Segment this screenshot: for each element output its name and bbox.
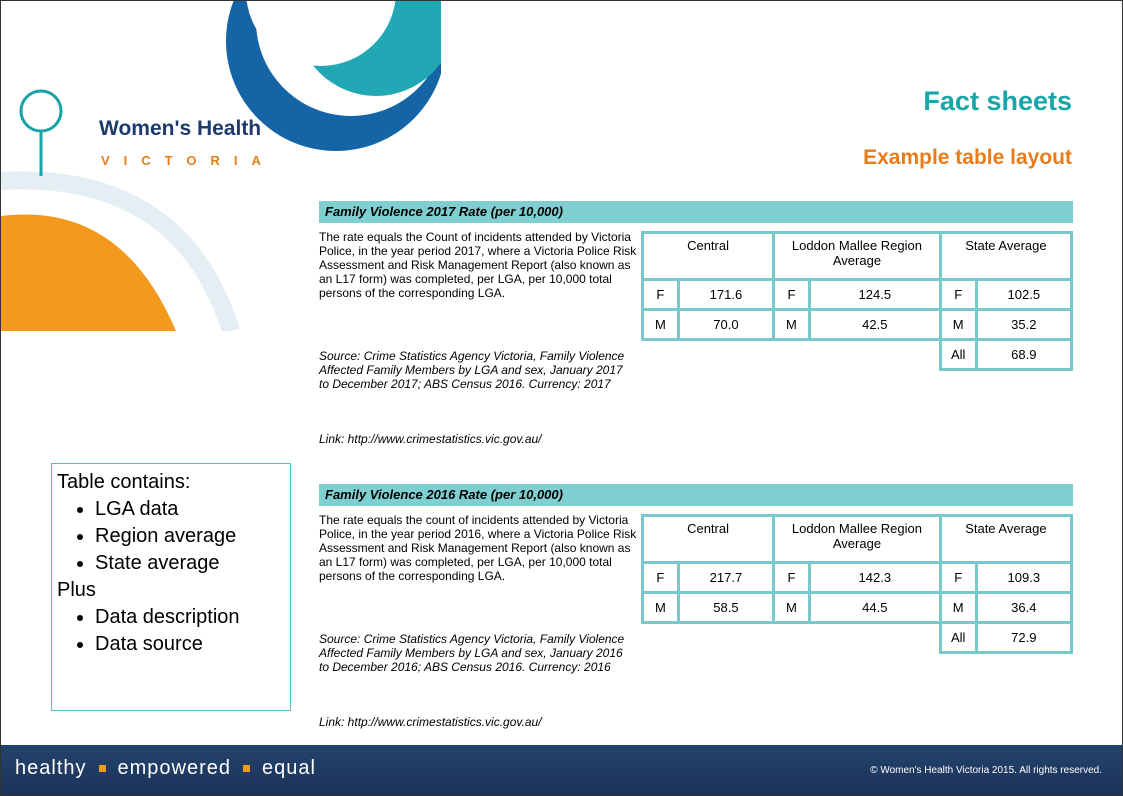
tagline-word: empowered <box>117 757 232 779</box>
cell: 171.6 <box>676 278 776 311</box>
section-heading: Family Violence 2017 Rate (per 10,000) <box>319 201 1073 223</box>
empty <box>643 340 941 370</box>
cell: 58.5 <box>676 591 776 624</box>
source: Source: Crime Statistics Agency Victoria… <box>319 632 625 674</box>
row: F 171.6 F 124.5 F 102.5 <box>641 278 1074 311</box>
cell: 70.0 <box>676 308 776 341</box>
list-item: State average <box>95 550 285 577</box>
list: LGA dataRegion averageState average <box>57 496 285 577</box>
footer: healthy empowered equal © Women's Health V… <box>1 745 1122 795</box>
separator <box>98 765 106 773</box>
cell: 72.9 <box>974 621 1074 654</box>
header-cell: Central <box>640 514 776 564</box>
description: The rate equals the count of incidents a… <box>319 513 637 583</box>
sidebar-plus: Plus <box>57 579 96 601</box>
tagline: healthy empowered equal <box>15 757 316 780</box>
cell: F <box>772 278 811 311</box>
tagline-word: healthy <box>15 757 87 779</box>
page-subtitle: Example table layout <box>863 146 1072 169</box>
cell: M <box>641 308 680 341</box>
link: Link: http://www.crimestatistics.vic.gov… <box>319 715 542 729</box>
list-item: Data description <box>95 604 285 631</box>
header-cell: State Average <box>938 231 1074 281</box>
list: Data descriptionData source <box>57 604 285 658</box>
data-table: Central Loddon Mallee Region Average State… <box>640 514 1074 654</box>
separator <box>243 765 251 773</box>
data-table: Central Loddon Mallee Region Average State… <box>640 231 1074 371</box>
header-cell: Loddon Mallee Region Average <box>772 231 942 281</box>
cell: 109.3 <box>974 561 1074 594</box>
cell: 68.9 <box>974 338 1074 371</box>
cell: M <box>938 308 978 341</box>
cell: 35.2 <box>974 308 1074 341</box>
copyright: © Women's Health Victoria 2015. All righ… <box>870 765 1102 776</box>
cell: All <box>938 338 978 371</box>
list-item: Region average <box>95 523 285 550</box>
empty <box>643 623 941 653</box>
cell: F <box>772 561 811 594</box>
decoration <box>1 1 441 331</box>
cell: 124.5 <box>807 278 942 311</box>
cell: M <box>772 308 811 341</box>
all-row: All 68.9 <box>643 338 1074 371</box>
row: M 70.0 M 42.5 M 35.2 <box>641 308 1074 341</box>
cell: 44.5 <box>807 591 942 624</box>
cell: M <box>772 591 811 624</box>
cell: F <box>938 278 978 311</box>
logo-name: Women's Health <box>99 117 262 140</box>
page-title: Fact sheets <box>923 86 1072 116</box>
sidebar-heading: Table contains: <box>57 471 191 493</box>
all-row: All 72.9 <box>643 621 1074 654</box>
row: F 217.7 F 142.3 F 109.3 <box>641 561 1074 594</box>
cell: M <box>938 591 978 624</box>
cell: F <box>641 278 680 311</box>
row: M 58.5 M 44.5 M 36.4 <box>641 591 1074 624</box>
header-cell: State Average <box>938 514 1074 564</box>
logo-sub: VICTORIA <box>101 153 275 168</box>
cell: M <box>641 591 680 624</box>
header-cell: Loddon Mallee Region Average <box>772 514 942 564</box>
list-item: Data source <box>95 631 285 658</box>
tagline-word: equal <box>262 757 316 779</box>
sidebar: Table contains: LGA dataRegion averageSt… <box>51 463 291 711</box>
source: Source: Crime Statistics Agency Victoria… <box>319 349 625 391</box>
cell: 36.4 <box>974 591 1074 624</box>
list-item: LGA data <box>95 496 285 523</box>
header-row: Central Loddon Mallee Region Average State… <box>640 514 1074 564</box>
link: Link: http://www.crimestatistics.vic.gov… <box>319 432 542 446</box>
cell: 102.5 <box>974 278 1074 311</box>
cell: 42.5 <box>807 308 942 341</box>
cell: 217.7 <box>676 561 776 594</box>
cell: All <box>938 621 978 654</box>
cell: 142.3 <box>807 561 942 594</box>
section-heading: Family Violence 2016 Rate (per 10,000) <box>319 484 1073 506</box>
cell: F <box>938 561 978 594</box>
header-cell: Central <box>640 231 776 281</box>
description: The rate equals the Count of incidents a… <box>319 230 637 300</box>
cell: F <box>641 561 680 594</box>
header-row: Central Loddon Mallee Region Average State… <box>640 231 1074 281</box>
